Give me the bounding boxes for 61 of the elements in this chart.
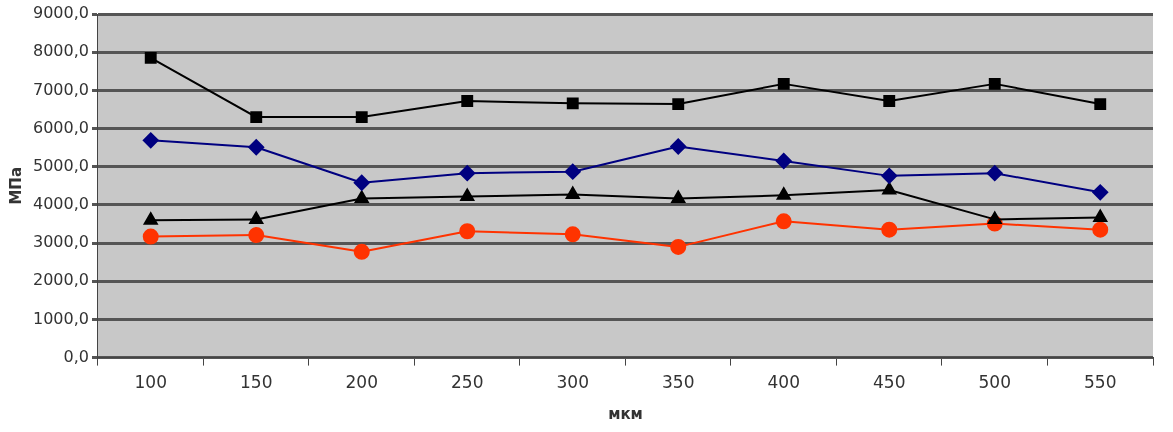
x-tick-label: 550 bbox=[1084, 372, 1117, 393]
point bbox=[564, 226, 581, 243]
x-tick-label: 250 bbox=[451, 372, 484, 393]
point bbox=[565, 186, 580, 200]
point bbox=[248, 227, 265, 244]
point bbox=[777, 77, 790, 90]
y-tick-label: 7000,0 bbox=[33, 79, 89, 99]
point bbox=[883, 95, 896, 107]
point bbox=[776, 187, 791, 200]
point bbox=[355, 111, 368, 124]
y-tick-label: 1000,0 bbox=[33, 308, 89, 328]
point bbox=[775, 213, 792, 230]
x-axis-title: мкм bbox=[608, 404, 643, 423]
y-tick-label: 3000,0 bbox=[33, 232, 89, 252]
y-tick-label: 9000,0 bbox=[33, 3, 89, 23]
y-tick-label: 2000,0 bbox=[33, 270, 89, 290]
x-tick-label: 400 bbox=[767, 372, 800, 393]
point bbox=[1093, 209, 1108, 222]
point bbox=[250, 111, 263, 124]
point bbox=[882, 182, 897, 195]
point bbox=[1092, 184, 1109, 201]
point bbox=[459, 165, 476, 182]
point bbox=[1094, 98, 1107, 111]
point bbox=[566, 97, 579, 110]
point bbox=[672, 98, 685, 111]
point bbox=[249, 211, 264, 224]
x-tick-label: 300 bbox=[556, 372, 589, 393]
y-tick-label: 5000,0 bbox=[33, 155, 89, 175]
y-axis-title: МПа bbox=[6, 167, 25, 205]
point bbox=[353, 243, 370, 260]
x-tick-label: 100 bbox=[134, 372, 167, 393]
point bbox=[354, 190, 369, 203]
point bbox=[142, 228, 159, 245]
point bbox=[460, 188, 475, 201]
y-tick-label: 4000,0 bbox=[33, 194, 89, 214]
y-tick-label: 0,0 bbox=[63, 346, 89, 366]
x-tick-label: 150 bbox=[240, 372, 273, 393]
y-tick-label: 8000,0 bbox=[33, 41, 89, 61]
point bbox=[1092, 221, 1109, 238]
point bbox=[670, 138, 687, 155]
point bbox=[248, 139, 265, 156]
point bbox=[670, 238, 687, 255]
point bbox=[988, 77, 1001, 90]
point bbox=[881, 221, 898, 238]
point bbox=[671, 190, 686, 203]
x-tick-label: 200 bbox=[345, 372, 378, 393]
point bbox=[775, 152, 792, 169]
x-tick-label: 350 bbox=[662, 372, 695, 393]
point bbox=[881, 167, 898, 184]
x-tick-label: 450 bbox=[873, 372, 906, 393]
point bbox=[461, 95, 474, 107]
point bbox=[142, 132, 159, 149]
point bbox=[459, 223, 476, 240]
x-tick-label: 500 bbox=[978, 372, 1011, 393]
point bbox=[564, 163, 581, 180]
point bbox=[986, 165, 1003, 182]
point bbox=[144, 51, 157, 64]
point bbox=[987, 211, 1002, 224]
point bbox=[143, 212, 158, 225]
point bbox=[353, 174, 370, 191]
y-tick-label: 6000,0 bbox=[33, 117, 89, 137]
